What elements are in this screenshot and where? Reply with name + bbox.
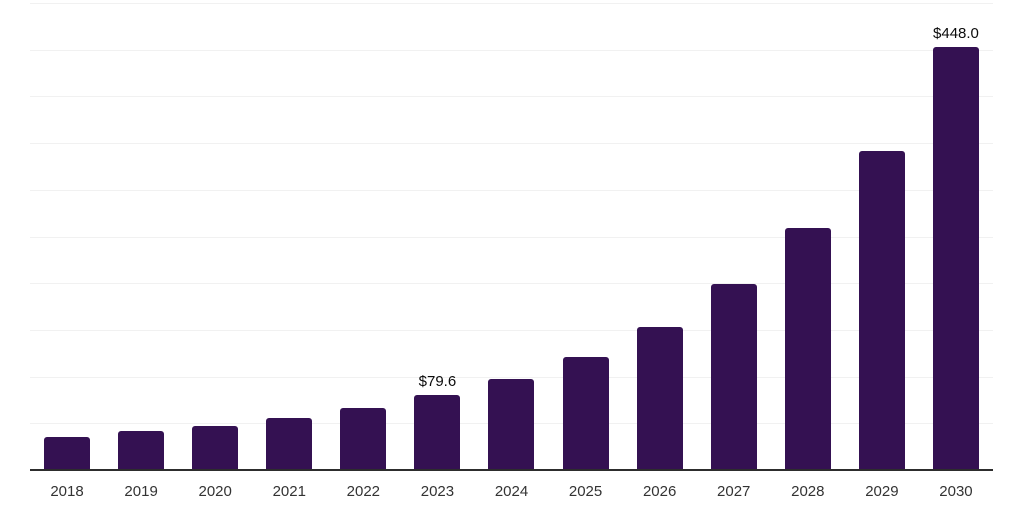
bar-band-2027 (697, 3, 771, 470)
bar-2023 (414, 394, 461, 470)
bar-band-2021 (252, 3, 326, 470)
bar-band-2023: $79.6 (400, 3, 474, 470)
x-tick-2027: 2027 (717, 483, 751, 500)
x-tick-2018: 2018 (50, 483, 84, 500)
gridline (30, 49, 993, 51)
bar-band-2018 (30, 3, 104, 470)
gridline (30, 283, 993, 285)
gridline (30, 376, 993, 378)
bar-band-2028 (771, 3, 845, 470)
x-axis-line (30, 469, 993, 471)
gridline (30, 96, 993, 98)
bar-2026 (636, 326, 683, 470)
bar-2022 (340, 407, 387, 470)
bar-band-2019 (104, 3, 178, 470)
bar-2024 (488, 378, 535, 470)
bar-band-2025 (549, 3, 623, 470)
bar-2030 (932, 47, 979, 470)
bar-band-2024 (474, 3, 548, 470)
bar-2025 (562, 357, 609, 470)
bar-2027 (710, 283, 757, 470)
bar-band-2026 (623, 3, 697, 470)
bar-2019 (118, 431, 165, 470)
x-tick-2022: 2022 (346, 483, 381, 500)
x-tick-2019: 2019 (124, 483, 158, 500)
x-tick-2030: 2030 (939, 483, 973, 500)
bar-band-2030: $448.0 (919, 3, 993, 470)
gridline (30, 329, 993, 331)
bar-band-2022 (326, 3, 400, 470)
bar-2028 (784, 227, 831, 470)
x-tick-2025: 2025 (568, 483, 603, 500)
x-tick-2026: 2026 (642, 483, 677, 500)
bar-2029 (858, 151, 905, 470)
bar-2018 (44, 437, 91, 470)
bar-2020 (192, 426, 239, 470)
x-tick-2020: 2020 (198, 483, 232, 500)
x-tick-2021: 2021 (272, 483, 306, 500)
bar-band-2020 (178, 3, 252, 470)
gridline (30, 3, 993, 4)
bar-2021 (266, 417, 313, 470)
plot-area: $79.6 $448.0 (30, 3, 993, 470)
value-label-2023: $79.6 (418, 372, 457, 390)
gridline (30, 236, 993, 238)
x-tick-2024: 2024 (494, 483, 529, 500)
value-label-2030: $448.0 (933, 25, 979, 43)
x-tick-2023: 2023 (420, 483, 455, 500)
gridline (30, 143, 993, 145)
x-tick-2028: 2028 (791, 483, 825, 500)
bar-band-2029 (845, 3, 919, 470)
x-tick-2029: 2029 (865, 483, 899, 500)
gridline (30, 189, 993, 191)
